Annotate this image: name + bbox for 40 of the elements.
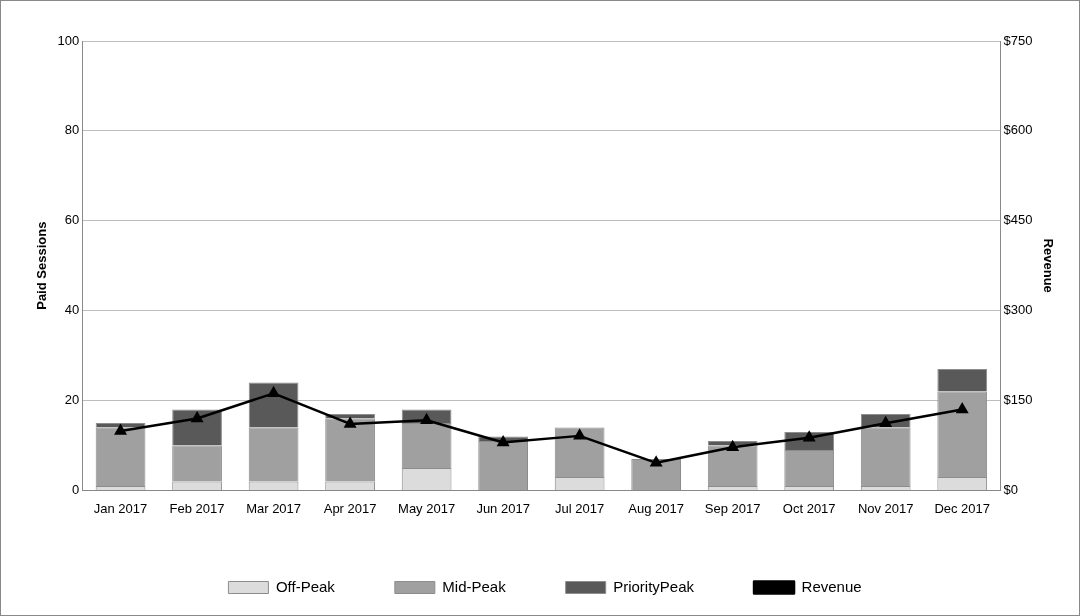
point — [650, 456, 662, 467]
x-tick-label: Aug 2017 — [628, 500, 684, 516]
x-tick-label: Jun 2017 — [476, 500, 530, 516]
point — [421, 414, 433, 425]
legend-label: Revenue — [801, 577, 862, 595]
y2-tick-label: $300 — [1003, 302, 1033, 318]
x-tick-label: Apr 2017 — [323, 500, 377, 516]
y2-tick-label: $0 — [1003, 481, 1018, 497]
y-tick-label: 100 — [57, 32, 80, 48]
point — [880, 417, 892, 428]
point — [956, 403, 968, 414]
y-tick-label: 80 — [64, 122, 80, 138]
point — [574, 429, 586, 440]
legend-label: Mid-Peak — [442, 577, 507, 595]
y-tick-label: 60 — [64, 212, 80, 228]
x-tick-label: Jul 2017 — [555, 500, 605, 516]
point — [344, 417, 356, 428]
x-tick-label: Mar 2017 — [246, 500, 302, 516]
y2-tick-label: $600 — [1003, 122, 1033, 138]
legend-label: PriorityPeak — [613, 577, 695, 595]
x-tick-label: Dec 2017 — [934, 500, 991, 516]
y-tick-label: 0 — [72, 481, 80, 497]
x-tick-label: Nov 2017 — [857, 500, 914, 516]
point — [114, 424, 127, 435]
y2-axis-title: Revenue — [1040, 238, 1056, 293]
y2-tick-label: $750 — [1003, 32, 1033, 48]
y2-tick-label: $450 — [1003, 212, 1033, 228]
point — [191, 412, 203, 423]
x-tick-label: Jan 2017 — [93, 500, 148, 516]
x-tick-label: Sep 2017 — [704, 500, 761, 516]
point — [497, 436, 509, 447]
x-tick-label: Feb 2017 — [169, 500, 225, 516]
y2-tick-label: $150 — [1003, 392, 1033, 408]
legend-label: Off-Peak — [275, 577, 336, 595]
y-axis-title: Paid Sessions — [34, 221, 50, 310]
x-tick-label: Oct 2017 — [782, 500, 836, 516]
y-tick-label: 20 — [64, 392, 80, 408]
point — [268, 387, 280, 398]
x-tick-label: May 2017 — [398, 500, 456, 516]
y-tick-label: 40 — [64, 302, 80, 318]
